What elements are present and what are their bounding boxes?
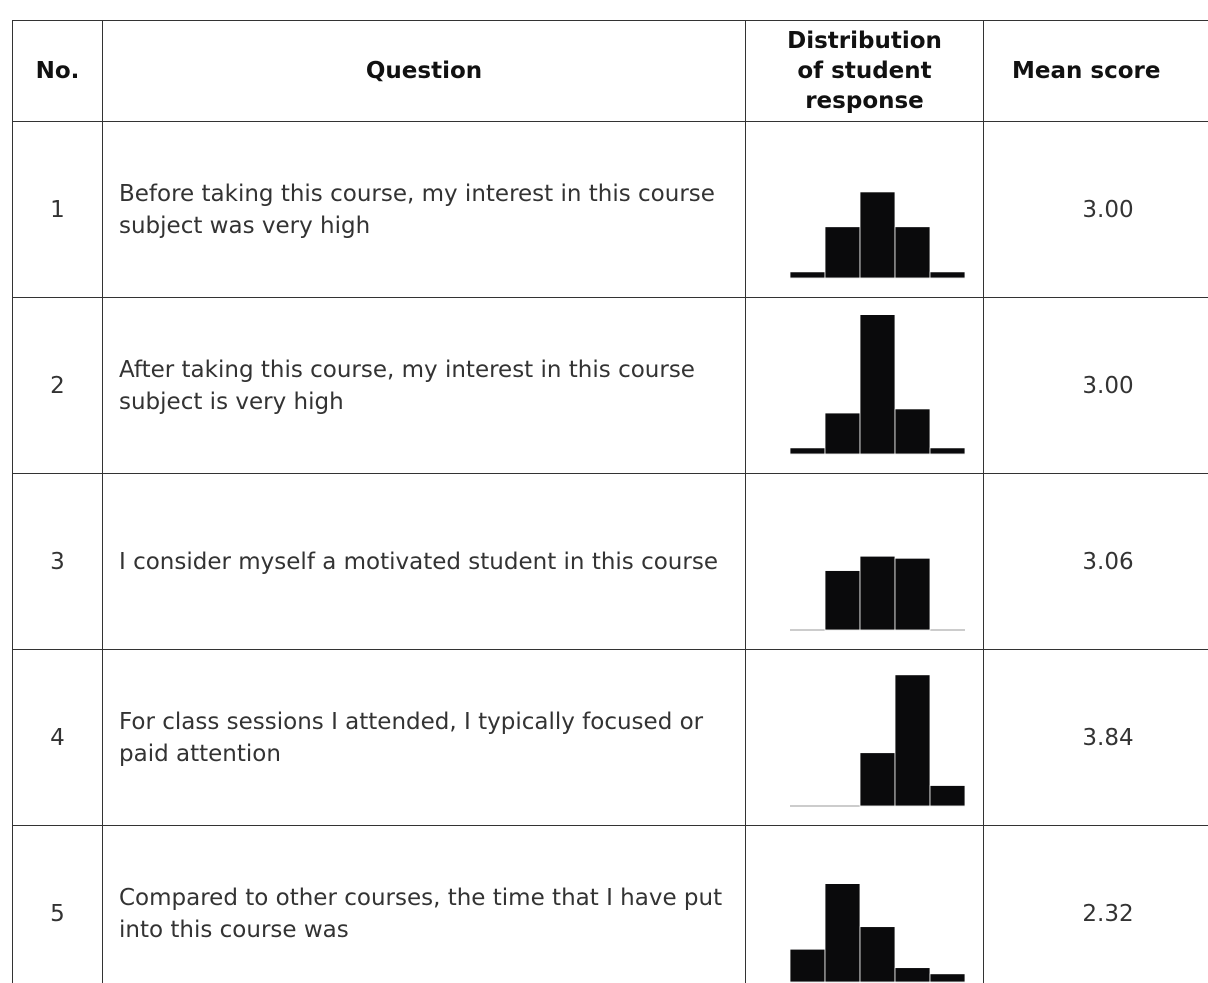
row-number: 3 [12, 473, 103, 650]
histogram-bar [929, 271, 966, 279]
header-cell: Question [102, 20, 746, 122]
histogram-bar [824, 883, 861, 983]
histogram-bar [859, 926, 896, 983]
histogram-bar [929, 973, 966, 983]
header-row: No. Question Distribution of student res… [12, 20, 1208, 122]
histogram [789, 191, 966, 279]
histogram-bar [859, 191, 896, 279]
histogram-bar [929, 785, 966, 807]
histogram-bar [894, 408, 931, 455]
histogram-bar [824, 570, 861, 631]
histogram-bar [859, 555, 896, 631]
question: After taking this course, my interest in… [102, 297, 746, 474]
histogram-bar [789, 447, 826, 455]
histogram-bar [859, 314, 896, 455]
histogram-bar [824, 412, 861, 455]
row-number: 2 [12, 297, 103, 474]
histogram [789, 883, 966, 983]
histogram-bar [929, 447, 966, 455]
histogram-bar [894, 226, 931, 279]
distribution-cell [745, 297, 984, 474]
mean-score: 3.00 [983, 297, 1208, 474]
histogram-bar [789, 271, 826, 279]
distribution-cell [745, 825, 984, 983]
histogram [789, 314, 966, 455]
table-body: 1 Before taking this course, my interest … [12, 121, 1208, 983]
histogram-bar [859, 752, 896, 807]
question: Before taking this course, my interest i… [102, 121, 746, 298]
distribution-cell [745, 473, 984, 650]
question: For class sessions I attended, I typical… [102, 649, 746, 826]
row-number: 4 [12, 649, 103, 826]
question: Compared to other courses, the time that… [102, 825, 746, 983]
survey-table: No. Question Distribution of student res… [12, 20, 1208, 983]
mean-score: 3.84 [983, 649, 1208, 826]
question: I consider myself a motivated student in… [102, 473, 746, 650]
header-cell: Distribution of student response [745, 20, 984, 122]
table-row: 4 For class sessions I attended, I typica… [12, 649, 1208, 826]
histogram [790, 674, 966, 807]
mean-score: 3.06 [983, 473, 1208, 650]
histogram-bar [824, 226, 861, 279]
header-cell: Mean score [983, 20, 1208, 122]
header-cell: No. [12, 20, 103, 122]
mean-score: 2.32 [983, 825, 1208, 983]
histogram-bar [894, 557, 931, 631]
histogram-bar [894, 674, 931, 807]
mean-score: 3.00 [983, 121, 1208, 298]
histogram [790, 555, 965, 631]
histogram-bar [894, 967, 931, 983]
row-number: 5 [12, 825, 103, 983]
distribution-cell [745, 649, 984, 826]
table-row: 2 After taking this course, my interest i… [12, 297, 1208, 474]
row-number: 1 [12, 121, 103, 298]
table-row: 5 Compared to other courses, the time tha… [12, 825, 1208, 983]
table-row: 1 Before taking this course, my interest … [12, 121, 1208, 298]
histogram-bar [789, 948, 826, 983]
distribution-cell [745, 121, 984, 298]
